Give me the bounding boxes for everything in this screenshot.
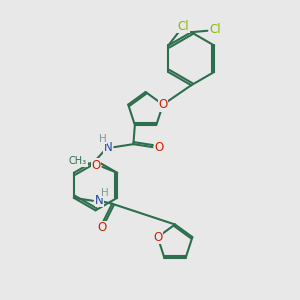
- Text: CH₃: CH₃: [69, 156, 87, 166]
- Text: O: O: [97, 221, 106, 234]
- Text: O: O: [158, 98, 168, 111]
- Text: N: N: [103, 141, 112, 154]
- Text: N: N: [95, 194, 104, 207]
- Text: O: O: [153, 231, 162, 244]
- Text: O: O: [154, 141, 164, 154]
- Text: Cl: Cl: [178, 20, 189, 33]
- Text: H: H: [99, 134, 107, 144]
- Text: Cl: Cl: [210, 23, 221, 36]
- Text: H: H: [101, 188, 109, 197]
- Text: O: O: [92, 159, 100, 172]
